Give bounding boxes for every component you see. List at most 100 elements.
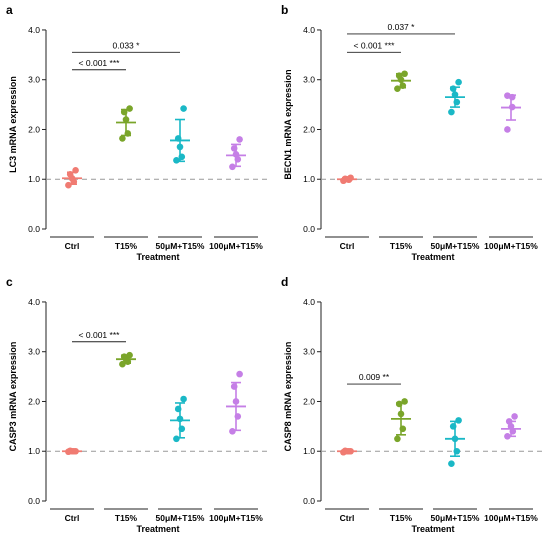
y-tick-label: 3.0: [28, 75, 40, 85]
data-point: [230, 383, 238, 390]
y-tick-label: 3.0: [303, 75, 315, 85]
data-point: [394, 435, 401, 443]
x-axis-label: Treatment: [411, 252, 454, 262]
x-tick-label: 50μM+T15%: [431, 241, 480, 251]
data-point: [232, 398, 240, 405]
y-tick-label: 1.0: [28, 174, 40, 184]
data-point: [453, 447, 461, 455]
panel-label: c: [6, 275, 13, 289]
y-tick-label: 1.0: [303, 174, 315, 184]
data-point: [119, 135, 126, 142]
significance-label: < 0.001 ***: [79, 58, 121, 68]
data-point: [66, 170, 74, 178]
x-tick-label: T15%: [390, 513, 413, 523]
significance-label: < 0.001 ***: [79, 330, 121, 340]
data-point: [504, 126, 511, 133]
data-point: [395, 400, 403, 408]
data-point: [229, 428, 236, 435]
data-point: [399, 82, 407, 89]
data-point: [173, 157, 180, 164]
data-point: [448, 460, 455, 467]
y-axis-label: CASP8 mRNA expression: [283, 342, 293, 452]
x-tick-label: 100μM+T15%: [484, 513, 538, 523]
x-tick-label: 100μM+T15%: [209, 241, 263, 251]
data-point: [119, 360, 126, 368]
y-axis-label: CASP3 mRNA expression: [8, 342, 18, 452]
data-point: [230, 145, 238, 152]
data-point: [449, 423, 457, 430]
x-tick-label: 50μM+T15%: [156, 241, 205, 251]
data-point: [180, 105, 187, 112]
y-tick-label: 2.0: [28, 396, 40, 406]
x-tick-label: 100μM+T15%: [209, 513, 263, 523]
y-tick-label: 4.0: [28, 25, 40, 35]
data-point: [234, 156, 242, 163]
data-point: [126, 105, 133, 112]
data-point: [504, 92, 511, 99]
data-point: [449, 85, 457, 92]
x-axis-label: Treatment: [411, 524, 454, 534]
y-tick-label: 0.0: [28, 224, 40, 234]
data-point: [65, 181, 72, 189]
x-tick-label: Ctrl: [340, 241, 355, 251]
y-tick-label: 4.0: [28, 297, 40, 307]
data-point: [236, 370, 243, 378]
y-axis-label: LC3 mRNA expression: [8, 76, 18, 173]
significance-label: 0.037 *: [388, 22, 416, 32]
significance-label: < 0.001 ***: [354, 40, 396, 50]
data-point: [229, 163, 236, 171]
data-point: [178, 425, 186, 433]
significance-label: 0.033 *: [113, 40, 141, 50]
data-point: [397, 410, 405, 418]
data-point: [174, 405, 182, 413]
y-tick-label: 3.0: [303, 347, 315, 357]
data-point: [504, 433, 511, 440]
data-point: [236, 136, 243, 143]
significance-label: 0.009 **: [359, 372, 390, 382]
data-point: [232, 151, 240, 158]
y-tick-label: 2.0: [28, 124, 40, 134]
data-point: [234, 413, 242, 420]
x-tick-label: 50μM+T15%: [156, 513, 205, 523]
y-tick-label: 1.0: [303, 446, 315, 456]
x-tick-label: T15%: [115, 513, 138, 523]
data-point: [455, 417, 462, 424]
x-tick-label: Ctrl: [340, 513, 355, 523]
x-tick-label: Ctrl: [65, 241, 80, 251]
x-axis-label: Treatment: [136, 524, 179, 534]
x-tick-label: T15%: [390, 241, 413, 251]
data-point: [72, 166, 79, 174]
data-point: [401, 70, 408, 78]
y-tick-label: 1.0: [28, 446, 40, 456]
data-point: [455, 78, 462, 86]
data-point: [448, 108, 455, 116]
data-point: [505, 418, 513, 425]
panel-label: b: [281, 3, 288, 17]
data-point: [126, 351, 133, 359]
x-tick-label: 50μM+T15%: [431, 513, 480, 523]
x-tick-label: T15%: [115, 241, 138, 251]
data-point: [176, 143, 184, 151]
panel-label: d: [281, 275, 288, 289]
x-axis-label: Treatment: [136, 252, 179, 262]
data-point: [180, 395, 187, 403]
data-point: [122, 116, 130, 123]
data-point: [124, 130, 132, 137]
data-point: [120, 108, 128, 116]
data-point: [178, 153, 186, 161]
x-tick-label: 100μM+T15%: [484, 241, 538, 251]
data-point: [453, 98, 461, 106]
data-point: [395, 72, 403, 80]
y-tick-label: 0.0: [28, 496, 40, 506]
data-point: [511, 413, 518, 420]
data-point: [399, 425, 407, 433]
y-tick-label: 4.0: [303, 25, 315, 35]
panel-label: a: [6, 3, 13, 17]
y-tick-label: 0.0: [303, 496, 315, 506]
data-point: [173, 435, 180, 443]
x-tick-label: Ctrl: [65, 513, 80, 523]
data-point: [394, 85, 401, 92]
data-point: [401, 398, 408, 405]
